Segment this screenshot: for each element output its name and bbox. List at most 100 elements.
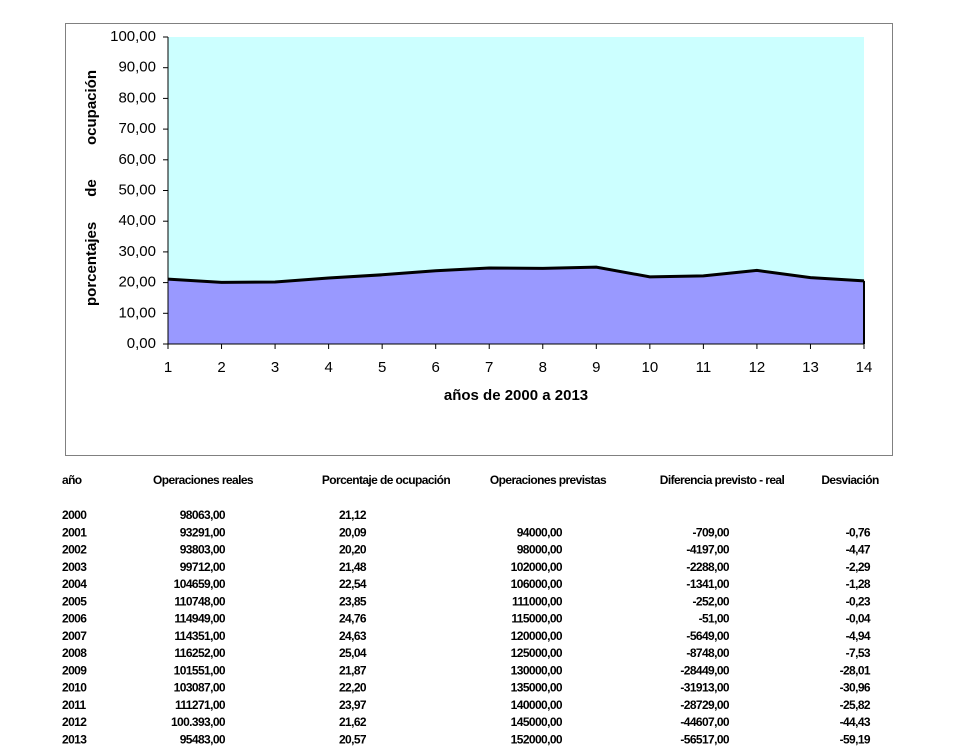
table-cell: 114949,00 — [174, 612, 226, 626]
table-cell: 103087,00 — [174, 681, 226, 695]
table-cell: 22,20 — [339, 681, 367, 695]
table-cell: -1341,00 — [686, 577, 729, 591]
y-tick-label: 50,00 — [118, 181, 156, 198]
x-tick-label: 1 — [164, 359, 172, 376]
table-cell: 114351,00 — [174, 629, 226, 643]
table-cell: 104659,00 — [174, 577, 226, 591]
x-tick-label: 5 — [378, 359, 386, 376]
table-cell: 102000,00 — [511, 560, 563, 574]
table-header: Porcentaje de ocupación — [322, 473, 451, 487]
table-cell: -8748,00 — [686, 646, 729, 660]
table-cell: -0,04 — [846, 612, 871, 626]
table-cell: 115000,00 — [511, 612, 563, 626]
table-cell: 23,97 — [339, 698, 367, 712]
x-tick-label: 14 — [856, 359, 873, 376]
table-header: Diferencia previsto - real — [660, 473, 785, 487]
table-cell: -28449,00 — [680, 663, 730, 677]
table-cell: 116252,00 — [174, 646, 226, 660]
x-tick-label: 11 — [696, 359, 712, 376]
table-cell: 21,12 — [339, 508, 367, 522]
table-cell: 93803,00 — [180, 543, 226, 557]
table-cell: -2288,00 — [686, 560, 729, 574]
line — [167, 265, 865, 284]
table-header: Desviación — [821, 473, 879, 487]
table-cell: 22,54 — [339, 577, 367, 591]
table-cell: 2001 — [62, 525, 87, 539]
table-cell: -709,00 — [693, 525, 730, 539]
table-cell: 140000,00 — [511, 698, 563, 712]
table-header: Operaciones previstas — [490, 473, 607, 487]
table-cell: 23,85 — [339, 594, 367, 608]
table-cell: -1,28 — [846, 577, 871, 591]
x-tick-label: 13 — [802, 359, 819, 376]
y-tick-label: 90,00 — [118, 59, 156, 76]
table-cell: -56517,00 — [680, 732, 730, 746]
y-tick-label: 60,00 — [118, 151, 156, 168]
table-cell: 20,57 — [339, 732, 367, 746]
table-cell: 152000,00 — [511, 732, 563, 746]
table-cell: 2002 — [62, 543, 87, 557]
x-tick-label: 6 — [432, 359, 440, 376]
table-cell: 2011 — [62, 698, 87, 712]
x-tick-label: 8 — [539, 359, 547, 376]
table-cell: -30,96 — [840, 681, 871, 695]
y-axis-label: ocupación — [83, 70, 100, 145]
y-tick-label: 40,00 — [118, 212, 156, 229]
y-axis-label: porcentajes — [83, 222, 100, 306]
x-tick-label: 9 — [592, 359, 600, 376]
table-cell: 2000 — [62, 508, 87, 522]
x-tick-label: 3 — [271, 359, 279, 376]
table-cell: 135000,00 — [511, 681, 563, 695]
table-cell: -44,43 — [840, 715, 871, 729]
table-cell: 120000,00 — [511, 629, 563, 643]
table-cell: 101551,00 — [174, 663, 226, 677]
y-tick-label: 30,00 — [118, 243, 156, 260]
x-axis-label: años de 2000 a 2013 — [444, 387, 588, 404]
table-cell: 93291,00 — [180, 525, 226, 539]
table-cell: 111271,00 — [175, 698, 226, 712]
table-cell: 2006 — [62, 612, 87, 626]
table-cell: 2007 — [62, 629, 87, 643]
table-header: Operaciones reales — [153, 473, 254, 487]
table-cell: -25,82 — [840, 698, 871, 712]
x-tick-label: 10 — [642, 359, 659, 376]
table-cell: -0,76 — [846, 525, 871, 539]
table-cell: -28,01 — [840, 663, 871, 677]
table-cell: -4,94 — [846, 629, 871, 643]
table-cell: -44607,00 — [680, 715, 730, 729]
table-cell: 20,09 — [339, 525, 367, 539]
table-cell: 2010 — [62, 681, 87, 695]
table-cell: 2012 — [62, 715, 87, 729]
table-cell: 98063,00 — [180, 508, 226, 522]
table-cell: 2003 — [62, 560, 87, 574]
y-tick-label: 0,00 — [127, 335, 156, 352]
table-cell: 21,48 — [339, 560, 367, 574]
table-cell: 111000,00 — [512, 594, 563, 608]
table-cell: 98000,00 — [517, 543, 563, 557]
y-tick-label: 80,00 — [118, 89, 156, 106]
table-cell: 106000,00 — [511, 577, 563, 591]
y-tick-label: 20,00 — [118, 274, 156, 291]
table-cell: 125000,00 — [511, 646, 563, 660]
table-cell: 130000,00 — [511, 663, 563, 677]
y-tick-label: 100,00 — [110, 28, 156, 45]
y-tick-label: 70,00 — [118, 120, 156, 137]
x-tick-label: 2 — [217, 359, 225, 376]
table-cell: -28729,00 — [680, 698, 730, 712]
table-cell: -4,47 — [846, 543, 871, 557]
table-cell: 2005 — [62, 594, 87, 608]
table-cell: 25,04 — [339, 646, 367, 660]
table-cell: 2004 — [62, 577, 87, 591]
table-cell: 20,20 — [339, 543, 367, 557]
table-cell: 2009 — [62, 663, 87, 677]
table-cell: 21,62 — [339, 715, 367, 729]
table-cell: 24,76 — [339, 612, 367, 626]
table-cell: 110748,00 — [174, 594, 226, 608]
table-cell: 2008 — [62, 646, 87, 660]
x-tick-label: 7 — [485, 359, 493, 376]
table-cell: 99712,00 — [180, 560, 226, 574]
x-tick-label: 12 — [749, 359, 766, 376]
table-cell: 2013 — [62, 732, 87, 746]
table-cell: 94000,00 — [517, 525, 563, 539]
